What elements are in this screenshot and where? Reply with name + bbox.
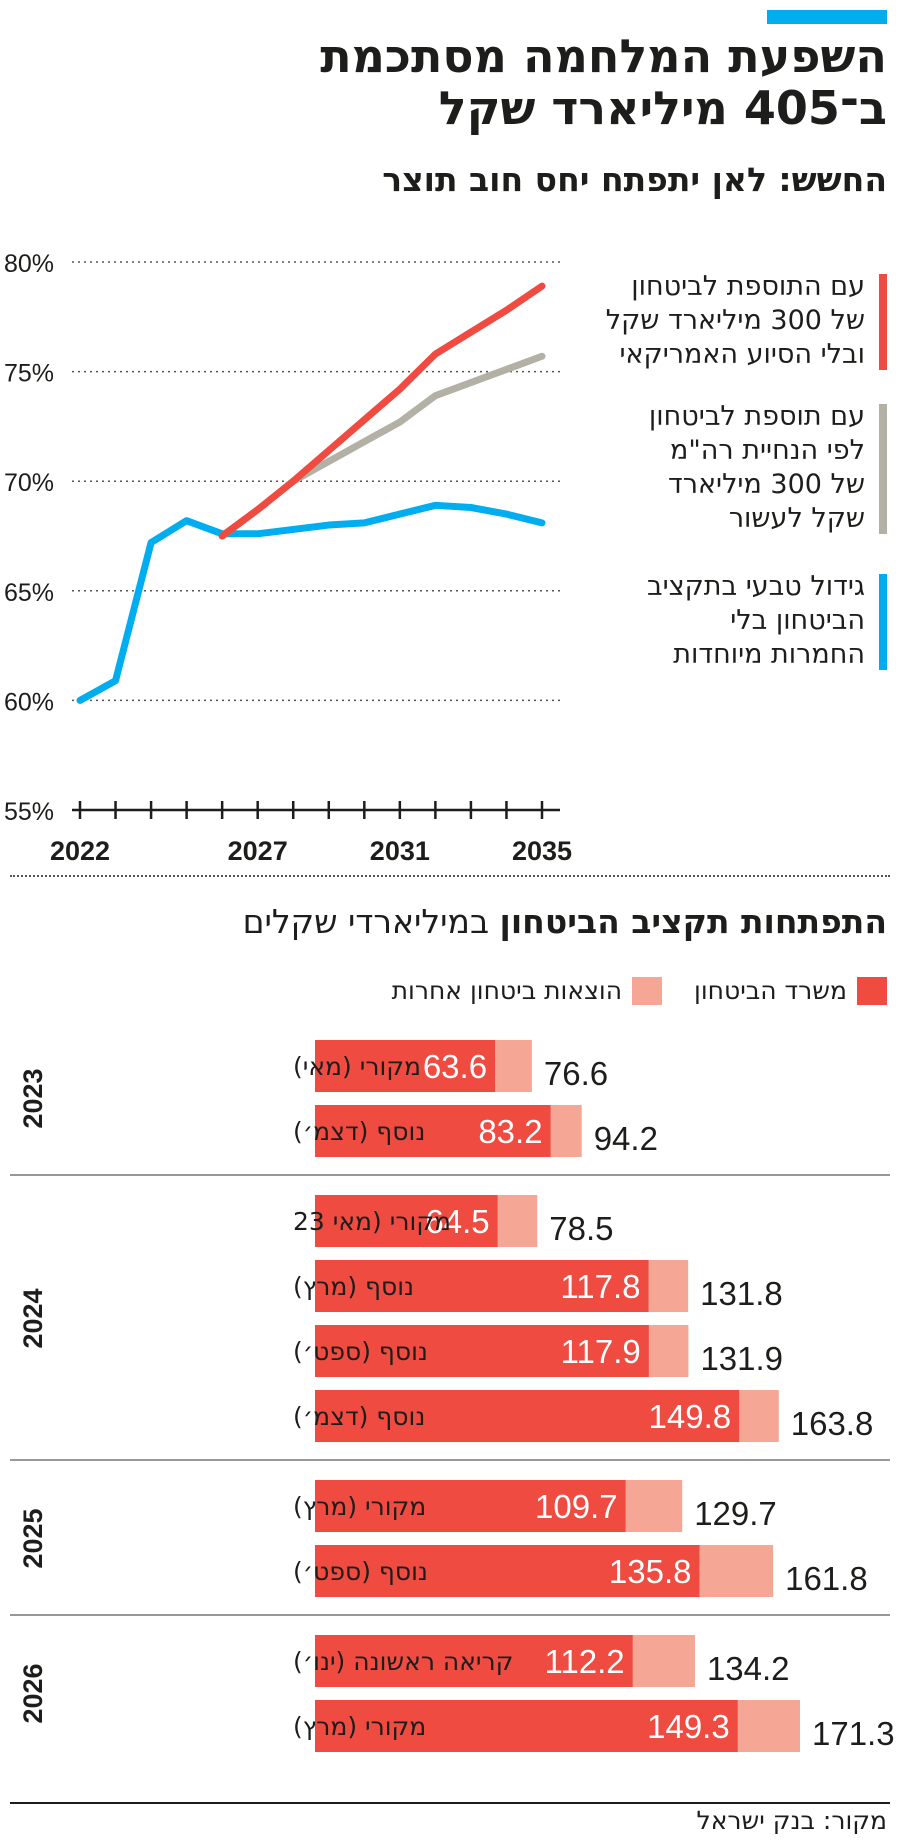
y-tick-label: 60% (4, 688, 54, 716)
bar-total-value: 134.2 (707, 1650, 790, 1687)
legend-text-line: שקל לעשור (728, 503, 865, 534)
bar-row-label: מקורי (מאי) (293, 1052, 421, 1081)
legend-text-line: ובלי הסיוע האמריקאי (619, 339, 865, 370)
bar-ministry (315, 1195, 498, 1247)
bar-ministry (315, 1700, 738, 1752)
bar-row-label: נוסף (דצמ׳) (293, 1117, 425, 1146)
bar-row-label: מקורי (מרץ) (293, 1492, 426, 1521)
legend-label-ministry: משרד הביטחון (694, 976, 847, 1005)
title-line-2: ב־405 מיליארד שקל (438, 81, 887, 135)
series-line-red (218, 282, 546, 540)
legend-swatch (879, 274, 887, 370)
bar-total-value: 76.6 (544, 1055, 608, 1092)
bar-row-label: נוסף (ספט׳) (293, 1337, 428, 1366)
group-year-label: 2023 (18, 1068, 48, 1128)
legend-swatch-other (632, 977, 663, 1005)
bar-total-value: 131.9 (700, 1340, 783, 1377)
bar-ministry (315, 1480, 626, 1532)
bar-ministry-value: 83.2 (478, 1113, 542, 1150)
bar-ministry (315, 1635, 633, 1687)
bar-row-label: מקורי (מרץ) (293, 1712, 426, 1741)
bar-ministry (315, 1545, 700, 1597)
legend-item-red: עם התוספת לביטחון של 300 מיליארד שקל ובלי … (606, 270, 887, 372)
legend-item-blue: גידול טבעי בתקציב הביטחון בלי החמרות מיוחד… (647, 570, 887, 672)
bar-ministry (315, 1390, 740, 1442)
accent-bar (767, 10, 887, 24)
page-title: השפעת המלחמה מסתכמת ב־405 מיליארד שקל (7, 30, 887, 134)
bar-row-label: מקורי (מאי 23 (293, 1207, 451, 1236)
bar-chart: 63.6 76.6 מקורי (מאי) 83.2 94.2 נוסף (דצמ׳) 20… (10, 1040, 895, 1752)
section-divider (10, 875, 890, 877)
series-line-blue (76, 501, 546, 704)
y-tick-label: 55% (4, 798, 54, 826)
bar-total-value: 78.5 (549, 1210, 613, 1247)
bar-ministry-value: 109.7 (535, 1488, 618, 1525)
bar-chart-title-rest: במיליארדי שקלים (242, 902, 500, 941)
legend-text-line: של 300 מיליארד שקל (605, 305, 865, 336)
x-tick-label: 2027 (228, 836, 288, 866)
legend-text-line: עם תוספת לביטחון (648, 401, 865, 432)
bar-total-value: 163.8 (791, 1405, 874, 1442)
bar-row-label: נוסף (מרץ) (293, 1272, 414, 1301)
legend-item-gray: עם תוספת לביטחון לפי הנחיית רה"מ של 300 מי… (649, 400, 887, 536)
bar-ministry-value: 135.8 (609, 1553, 692, 1590)
legend-text-line: של 300 מיליארד (668, 469, 865, 500)
bar-ministry (315, 1260, 649, 1312)
y-tick-label: 80% (4, 250, 54, 278)
legend-text-line: לפי הנחיית רה"מ (670, 435, 865, 466)
legend-swatch (879, 574, 887, 670)
line-chart: 80% 75% 70% 65% 60% 55% 2022 2027 2031 2035 (4, 250, 572, 866)
group-year-label: 2026 (18, 1663, 48, 1723)
legend-swatch (879, 404, 887, 534)
line-chart-subtitle: החשש: לאן יתפתח יחס חוב תוצר (382, 160, 887, 199)
bar-chart-title: התפתחות תקציב הביטחון במיליארדי שקלים (243, 902, 887, 942)
bar-row-label: נוסף (דצמ׳) (293, 1402, 425, 1431)
bar-total-value: 161.8 (785, 1560, 868, 1597)
bar-row-label: נוסף (ספט׳) (293, 1557, 428, 1586)
bar-ministry (315, 1105, 551, 1157)
legend-text-line: החמרות מיוחדות (673, 639, 865, 670)
legend-text-line: גידול טבעי בתקציב (646, 571, 865, 602)
bar-ministry-value: 149.8 (649, 1398, 732, 1435)
bar-ministry-value: 112.2 (545, 1643, 625, 1680)
x-tick-label: 2022 (50, 836, 110, 866)
bar-total-value: 171.3 (812, 1715, 895, 1752)
bar-ministry-value: 117.8 (560, 1268, 640, 1305)
bar-ministry-value: 63.6 (423, 1048, 487, 1085)
source-rule (10, 1802, 890, 1804)
bar-row-label: קריאה ראשונה (ינו׳) (293, 1647, 513, 1676)
bar-ministry-value: 117.9 (561, 1333, 641, 1370)
bar-ministry (315, 1040, 496, 1092)
bar-total-value: 129.7 (694, 1495, 777, 1532)
bar-chart-legend: משרד הביטחון הוצאות ביטחון אחרות (360, 975, 887, 1006)
bar-ministry-value: 149.3 (647, 1708, 730, 1745)
legend-text-line: עם התוספת לביטחון (631, 271, 865, 302)
title-line-1: השפעת המלחמה מסתכמת (320, 29, 887, 83)
bar-ministry (315, 1325, 649, 1377)
legend-label-other: הוצאות ביטחון אחרות (391, 976, 623, 1005)
bar-total-value: 94.2 (594, 1120, 658, 1157)
y-tick-label: 65% (4, 579, 54, 607)
legend-text-line: הביטחון בלי (730, 605, 865, 636)
bar-total-value: 131.8 (700, 1275, 783, 1312)
bar-ministry-value: 64.5 (425, 1203, 489, 1240)
y-tick-label: 70% (4, 469, 54, 497)
bar-chart-title-bold: התפתחות תקציב הביטחון (499, 902, 887, 941)
source-note: מקור: בנק ישראל (696, 1806, 888, 1835)
legend-swatch-ministry (857, 977, 887, 1005)
y-tick-label: 75% (4, 360, 54, 388)
group-year-label: 2024 (18, 1288, 48, 1348)
x-tick-label: 2035 (512, 836, 572, 866)
group-year-label: 2025 (18, 1508, 48, 1568)
x-tick-label: 2031 (370, 836, 430, 866)
